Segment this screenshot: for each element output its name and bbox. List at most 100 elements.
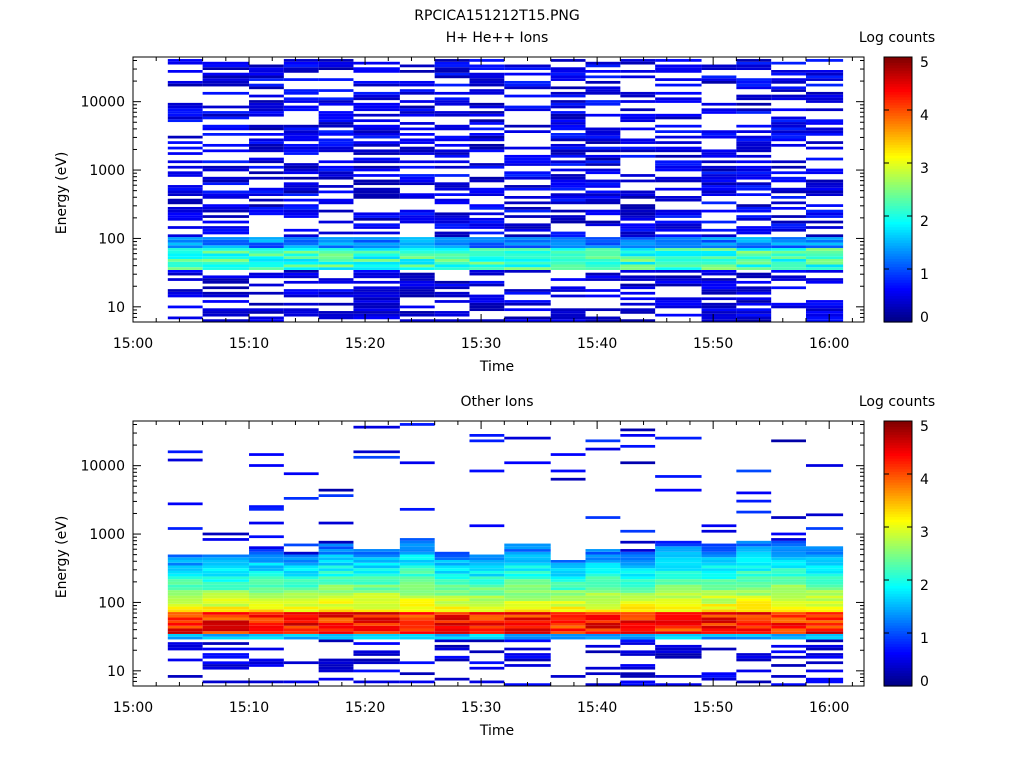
heatmap-cell <box>434 592 470 596</box>
heatmap-cell <box>805 250 844 254</box>
heatmap-cell <box>655 59 702 62</box>
heatmap-cell <box>771 187 806 191</box>
heatmap-cell <box>655 264 702 268</box>
heatmap-cell <box>353 311 400 314</box>
heatmap-cell <box>655 239 702 243</box>
heatmap-cell <box>353 267 400 270</box>
colorbar-segment <box>884 112 912 116</box>
heatmap-cell <box>434 587 470 591</box>
heatmap-cell <box>249 242 284 246</box>
heatmap-cell <box>399 294 435 298</box>
heatmap-cell <box>585 294 621 298</box>
heatmap-cell <box>283 190 319 194</box>
heatmap-cell <box>805 182 844 186</box>
heatmap-cell <box>620 308 656 312</box>
heatmap-cell <box>167 606 203 610</box>
heatmap-cell <box>771 570 806 574</box>
x-tick-label: 16:00 <box>809 700 849 716</box>
heatmap-cell <box>434 250 470 254</box>
heatmap-cell <box>202 308 250 312</box>
heatmap-cell <box>805 606 844 610</box>
heatmap-cell <box>434 165 470 169</box>
heatmap-cell <box>399 174 435 177</box>
heatmap-cell <box>655 283 702 287</box>
heatmap-cell <box>469 220 505 224</box>
heatmap-cell <box>736 565 772 569</box>
colorbar-segment <box>884 672 912 676</box>
heatmap-cell <box>805 592 844 596</box>
heatmap-cell <box>655 278 702 281</box>
heatmap-cell <box>283 625 319 629</box>
heatmap-cell <box>736 655 772 659</box>
heatmap-cell <box>469 601 505 604</box>
heatmap-cell <box>167 250 203 254</box>
heatmap-cell <box>550 201 586 205</box>
heatmap-cell <box>167 584 203 588</box>
heatmap-cell <box>283 127 319 131</box>
heatmap-cell <box>202 617 250 621</box>
heatmap-cell <box>469 606 505 610</box>
heatmap-cell <box>249 291 284 295</box>
heatmap-cell <box>550 196 586 199</box>
heatmap-cell <box>771 226 806 229</box>
colorbar-segment <box>884 250 912 254</box>
heatmap-cell <box>736 617 772 621</box>
heatmap-cell <box>249 680 284 684</box>
heatmap-cell <box>655 584 702 588</box>
heatmap-cell <box>620 100 656 103</box>
colorbar-segment <box>884 497 912 502</box>
heatmap-cell <box>283 598 319 602</box>
heatmap-cell <box>805 560 844 563</box>
heatmap-cell <box>469 625 505 629</box>
figure-title: RPCICA151212T15.PNG <box>414 8 579 24</box>
heatmap-cell <box>249 590 284 593</box>
heatmap-cell <box>202 642 250 645</box>
heatmap-cell <box>353 245 400 249</box>
heatmap-cell <box>620 75 656 79</box>
colorbar-segment <box>884 566 912 570</box>
heatmap-cell <box>318 562 354 566</box>
colorbar-segment <box>884 484 912 488</box>
colorbar-segment <box>884 319 912 323</box>
colorbar-segment <box>884 152 912 156</box>
heatmap-cell <box>353 316 400 320</box>
heatmap-cell <box>701 581 737 585</box>
heatmap-cell <box>736 316 772 320</box>
heatmap-cell <box>167 108 203 112</box>
heatmap-cell <box>399 576 435 580</box>
heatmap-cell <box>318 639 354 643</box>
heatmap-cell <box>318 116 354 120</box>
heatmap-cell <box>771 133 806 136</box>
heatmap-cell <box>701 560 737 563</box>
heatmap-cell <box>399 111 435 114</box>
heatmap-cell <box>736 215 772 218</box>
heatmap-cell <box>504 576 551 580</box>
heatmap-cell <box>585 245 621 249</box>
heatmap-cell <box>736 193 772 196</box>
colorbar-segment <box>884 593 912 597</box>
heatmap-cell <box>585 549 621 552</box>
heatmap-cell <box>353 127 400 131</box>
heatmap-cell <box>701 108 737 112</box>
heatmap-cell <box>701 242 737 246</box>
heatmap-cell <box>399 598 435 602</box>
heatmap-cell <box>318 185 354 188</box>
colorbar-label: Log counts <box>859 30 935 46</box>
heatmap-cell <box>805 220 844 224</box>
heatmap-cell <box>736 250 772 254</box>
heatmap-cell <box>736 551 772 555</box>
heatmap-cell <box>550 253 586 257</box>
heatmap-cell <box>318 198 354 202</box>
heatmap-cell <box>353 661 400 665</box>
heatmap-cell <box>283 91 319 95</box>
colorbar-frame <box>883 420 913 687</box>
heatmap-cell <box>283 61 319 65</box>
heatmap-cell <box>202 127 250 131</box>
heatmap-cell <box>504 176 551 180</box>
heatmap-cell <box>283 242 319 246</box>
heatmap-cell <box>550 568 586 571</box>
heatmap-cell <box>655 551 702 555</box>
heatmap-cell <box>550 239 586 243</box>
heatmap-cell <box>167 171 203 175</box>
heatmap-cell <box>318 113 354 117</box>
